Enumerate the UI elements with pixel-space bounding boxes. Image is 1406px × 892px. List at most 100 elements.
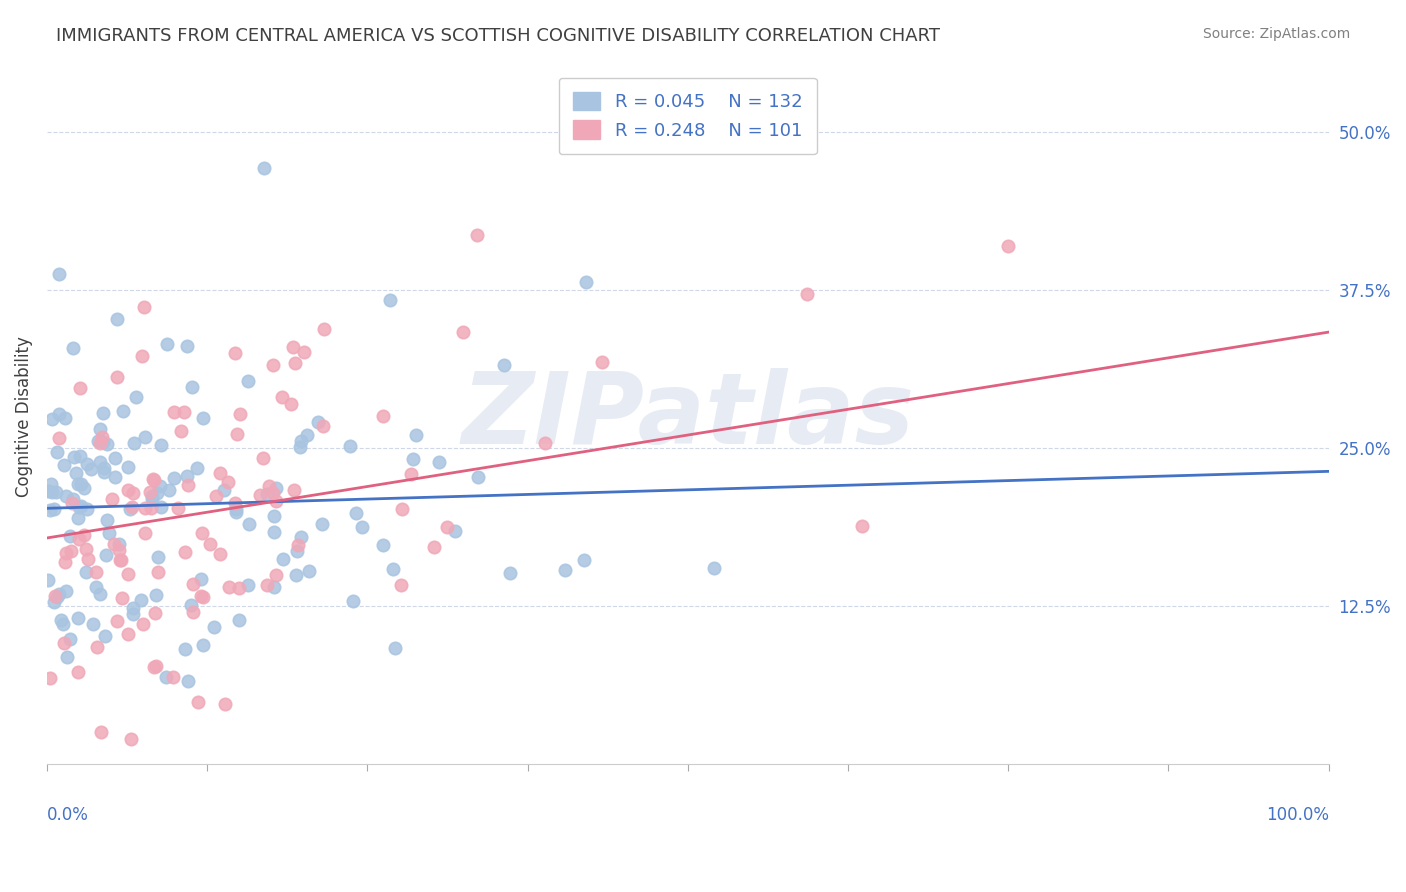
Point [134, 525, 156, 540]
Point [264, 494, 287, 508]
Point [399, 467, 422, 481]
Point [84, 580, 107, 594]
Point [283, 341, 305, 355]
Point [295, 427, 318, 442]
Point [312, 418, 335, 433]
Point [273, 551, 295, 566]
Point [142, 472, 165, 486]
Point [142, 659, 165, 673]
Point [56, 650, 79, 665]
Point [143, 606, 166, 620]
Point [145, 658, 167, 673]
Point [193, 590, 215, 604]
Point [270, 390, 292, 404]
Point [294, 345, 316, 359]
Point [100, 492, 122, 507]
Point [118, 502, 141, 516]
Point [134, 301, 156, 315]
Point [181, 577, 204, 591]
Point [48, 267, 70, 281]
Point [67, 476, 90, 491]
Point [142, 474, 165, 488]
Point [209, 467, 232, 481]
Point [225, 426, 247, 441]
Point [55, 583, 77, 598]
Point [44, 589, 66, 603]
Point [117, 567, 139, 582]
Point [554, 563, 576, 577]
Point [342, 594, 364, 608]
Point [48, 587, 70, 601]
Point [382, 561, 405, 575]
Point [89, 455, 111, 469]
Point [86, 640, 108, 655]
Point [572, 553, 595, 567]
Point [224, 496, 246, 510]
Point [62, 492, 84, 507]
Point [129, 593, 152, 607]
Point [149, 500, 172, 514]
Point [67, 611, 90, 625]
Point [314, 322, 336, 336]
Point [170, 424, 193, 438]
Point [263, 580, 285, 594]
Text: Source: ZipAtlas.com: Source: ZipAtlas.com [1202, 27, 1350, 41]
Point [191, 410, 214, 425]
Point [67, 532, 90, 546]
Point [55, 489, 77, 503]
Text: 100.0%: 100.0% [1265, 806, 1329, 824]
Point [46, 590, 69, 604]
Point [86, 566, 108, 580]
Point [89, 422, 111, 436]
Point [252, 451, 274, 466]
Point [104, 450, 127, 465]
Point [176, 339, 198, 353]
Point [52, 616, 75, 631]
Point [285, 567, 308, 582]
Point [307, 415, 329, 429]
Point [157, 483, 180, 497]
Point [121, 607, 143, 621]
Point [66, 510, 89, 524]
Point [111, 591, 134, 605]
Point [378, 293, 401, 308]
Point [59, 632, 82, 646]
Point [225, 505, 247, 519]
Point [134, 430, 156, 444]
Point [122, 486, 145, 500]
Point [73, 528, 96, 542]
Point [208, 547, 231, 561]
Point [139, 485, 162, 500]
Point [166, 501, 188, 516]
Point [103, 537, 125, 551]
Point [236, 374, 259, 388]
Point [997, 239, 1019, 253]
Point [262, 486, 284, 500]
Point [212, 483, 235, 497]
Y-axis label: Cognitive Disability: Cognitive Disability [15, 336, 32, 497]
Point [121, 601, 143, 615]
Point [217, 475, 239, 489]
Point [80, 461, 103, 475]
Point [427, 455, 450, 469]
Point [176, 468, 198, 483]
Point [67, 665, 90, 679]
Point [263, 508, 285, 523]
Point [75, 565, 97, 579]
Point [218, 580, 240, 594]
Point [105, 370, 128, 384]
Point [117, 627, 139, 641]
Point [41, 412, 63, 426]
Point [252, 161, 274, 175]
Point [190, 572, 212, 586]
Point [238, 516, 260, 531]
Point [389, 578, 412, 592]
Point [91, 406, 114, 420]
Point [225, 501, 247, 516]
Point [284, 356, 307, 370]
Point [49, 614, 72, 628]
Point [76, 457, 98, 471]
Point [90, 725, 112, 739]
Point [405, 428, 427, 442]
Point [76, 501, 98, 516]
